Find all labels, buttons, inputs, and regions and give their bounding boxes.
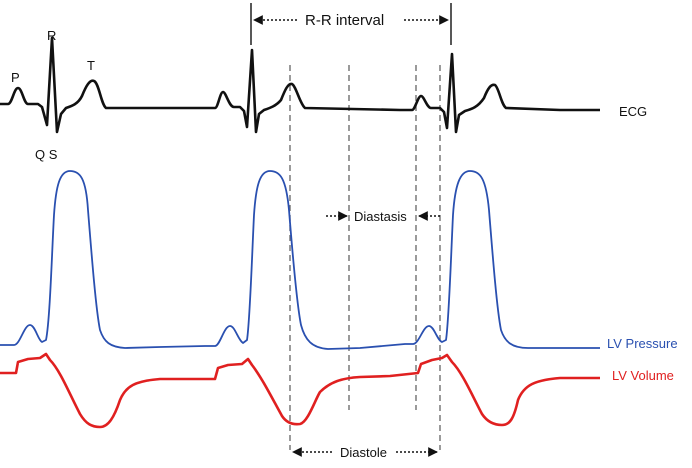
lv-volume-label: LV Volume <box>612 368 674 383</box>
lv-volume-trace <box>0 352 600 429</box>
rr-markers <box>250 3 452 45</box>
rr-interval-label: R-R interval <box>305 12 384 29</box>
r-wave-label: R <box>47 28 56 43</box>
t-wave-label: T <box>87 58 95 73</box>
ecg-label: ECG <box>619 104 647 119</box>
lv-pressure-label: LV Pressure <box>607 336 678 351</box>
annotation-arrows <box>253 15 449 457</box>
diastole-label: Diastole <box>340 445 387 460</box>
guide-lines <box>289 65 441 450</box>
p-wave-label: P <box>11 70 20 85</box>
diastasis-label: Diastasis <box>354 209 407 224</box>
lv-pressure-trace <box>0 170 600 350</box>
ecg-trace <box>0 36 600 134</box>
qs-wave-label: Q S <box>35 147 58 162</box>
